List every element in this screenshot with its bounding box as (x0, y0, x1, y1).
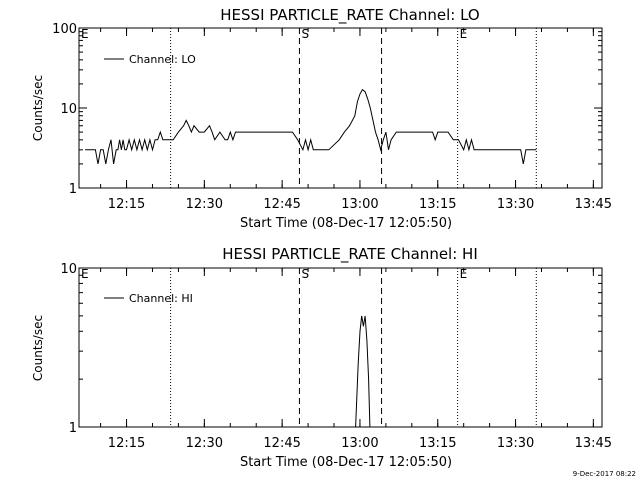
panel-hi: HESSI PARTICLE_RATE Channel: HI Counts/s… (31, 245, 612, 470)
chart-title-lo: HESSI PARTICLE_RATE Channel: LO (220, 6, 479, 25)
marker-label: E (81, 267, 89, 281)
y-tick-label: 1 (69, 421, 77, 436)
y-tick-label: 100 (52, 22, 77, 37)
x-tick-label: 13:45 (575, 436, 612, 451)
panel-lo: HESSI PARTICLE_RATE Channel: LO Counts/s… (31, 6, 612, 231)
footer-timestamp: 9-Dec-2017 08:22 (573, 470, 636, 478)
x-axis-label-hi: Start Time (08-Dec-17 12:05:50) (240, 455, 452, 470)
x-tick-label: 12:15 (108, 436, 145, 451)
x-tick-label: 13:15 (419, 197, 456, 212)
chart-title-hi: HESSI PARTICLE_RATE Channel: HI (222, 245, 478, 264)
series-line (85, 88, 537, 164)
x-axis-label-lo: Start Time (08-Dec-17 12:05:50) (240, 216, 452, 231)
legend-label: Channel: HI (129, 292, 193, 305)
y-tick-label: 10 (60, 102, 77, 117)
marker-label: E (81, 27, 89, 41)
marker-label: S (301, 267, 309, 281)
marker-label: S (301, 27, 309, 41)
legend-label: Channel: LO (129, 53, 196, 66)
x-tick-label: 12:15 (108, 197, 145, 212)
x-tick-label: 13:00 (341, 197, 378, 212)
plot-frame (78, 27, 603, 189)
series-line (355, 315, 371, 428)
x-tick-label: 13:30 (497, 197, 534, 212)
x-tick-label: 13:30 (497, 436, 534, 451)
x-tick-label: 12:45 (263, 436, 300, 451)
marker-label: E (460, 267, 468, 281)
x-tick-label: 13:45 (575, 197, 612, 212)
x-tick-label: 12:30 (186, 197, 223, 212)
x-tick-label: 12:30 (186, 436, 223, 451)
x-tick-label: 13:15 (419, 436, 456, 451)
plot-frame (78, 267, 603, 428)
marker-label: E (460, 27, 468, 41)
x-tick-label: 12:45 (263, 197, 300, 212)
y-axis-label-hi: Counts/sec (31, 315, 45, 381)
x-tick-label: 13:00 (341, 436, 378, 451)
y-tick-label: 1 (69, 182, 77, 197)
y-axis-label-lo: Counts/sec (31, 75, 45, 141)
y-tick-label: 10 (60, 262, 77, 277)
